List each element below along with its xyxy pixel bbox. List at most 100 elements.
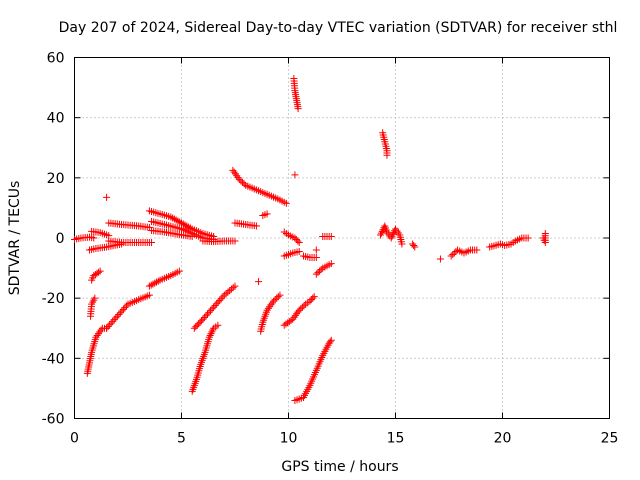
- data-point: [290, 313, 298, 321]
- data-point: [383, 151, 391, 159]
- data-point: [266, 303, 274, 311]
- data-point: [206, 331, 214, 339]
- data-point: [217, 295, 225, 303]
- data-point: [295, 239, 303, 247]
- data-point: [227, 285, 235, 293]
- data-point: [268, 299, 276, 307]
- data-point: [231, 282, 239, 290]
- data-point: [222, 290, 230, 298]
- data-point: [151, 279, 159, 287]
- x-tick-label: 5: [177, 431, 186, 447]
- data-point: [316, 267, 324, 275]
- data-point: [312, 254, 320, 262]
- data-point: [178, 219, 185, 227]
- data-point: [112, 314, 120, 322]
- data-point: [237, 177, 245, 185]
- data-point: [205, 333, 213, 341]
- y-tick-label: 40: [47, 111, 65, 127]
- x-tick-labels: 0 5 10 15 20 25: [70, 431, 618, 447]
- data-point: [234, 174, 242, 182]
- data-point: [264, 304, 272, 312]
- data-point: [213, 300, 221, 308]
- data-point: [524, 234, 532, 242]
- data-point: [314, 269, 322, 277]
- data-point: [199, 315, 207, 323]
- data-point: [207, 307, 215, 315]
- data-point: [97, 326, 105, 334]
- data-point: [377, 231, 385, 239]
- data-point: [398, 240, 406, 248]
- data-point: [295, 248, 303, 256]
- data-point: [410, 242, 418, 250]
- data-point: [411, 243, 419, 251]
- data-point: [205, 308, 213, 316]
- data-point: [274, 293, 282, 301]
- data-point: [389, 230, 397, 238]
- data-point: [115, 310, 123, 318]
- data-point: [181, 221, 189, 229]
- data-point: [271, 296, 279, 304]
- data-point: [292, 236, 300, 244]
- x-tick-label: 15: [387, 431, 405, 447]
- data-point: [388, 232, 396, 240]
- x-axis-label: GPS time / hours: [281, 459, 398, 475]
- x-tick-label: 20: [494, 431, 512, 447]
- data-point: [276, 291, 284, 299]
- data-point: [148, 239, 156, 247]
- data-point: [473, 246, 481, 254]
- chart-title: Day 207 of 2024, Sidereal Day-to-day VTE…: [59, 20, 618, 36]
- data-point: [327, 260, 335, 268]
- y-tick-label: -60: [42, 412, 65, 428]
- data-point: [306, 297, 314, 305]
- y-tick-label: 0: [56, 231, 65, 247]
- data-point: [169, 214, 177, 222]
- data-point: [387, 234, 395, 242]
- y-tick-label: -20: [42, 291, 65, 307]
- data-point: [175, 267, 183, 275]
- y-tick-label: 20: [47, 171, 65, 187]
- data-point: [107, 319, 115, 327]
- data-point: [145, 291, 153, 299]
- data-point: [106, 321, 114, 329]
- data-point: [214, 321, 222, 329]
- y-tick-label: 60: [47, 51, 65, 67]
- data-point: [226, 287, 234, 295]
- data-point: [263, 210, 271, 218]
- data-point: [122, 302, 130, 310]
- data-point: [270, 297, 278, 305]
- data-point: [378, 227, 386, 235]
- data-point: [312, 246, 320, 254]
- data-point: [95, 268, 103, 276]
- data-point: [307, 296, 315, 304]
- data-point: [93, 331, 101, 339]
- data-point: [172, 216, 180, 224]
- data-point: [294, 237, 302, 245]
- data-point: [92, 333, 100, 341]
- data-point: [291, 234, 299, 242]
- data-point: [231, 170, 239, 178]
- data-point: [235, 175, 243, 183]
- data-point: [255, 278, 263, 286]
- data-point: [287, 316, 295, 324]
- y-tick-labels: -60 -40 -20 0 20 40 60: [42, 51, 65, 428]
- data-point: [450, 249, 458, 257]
- data-point: [121, 304, 129, 312]
- data-point: [220, 291, 228, 299]
- data-point: [449, 251, 457, 259]
- data-point: [109, 317, 117, 325]
- data-point: [196, 318, 204, 326]
- data-point: [167, 213, 175, 221]
- data-point: [179, 220, 187, 228]
- data-point: [310, 293, 318, 301]
- data-point: [91, 294, 99, 302]
- data-point: [291, 312, 299, 320]
- data-point: [263, 306, 271, 314]
- data-point: [110, 316, 118, 324]
- data-point: [207, 330, 215, 338]
- data-point: [119, 305, 127, 313]
- data-point: [541, 229, 549, 237]
- data-point: [193, 321, 201, 329]
- data-point: [192, 323, 200, 331]
- data-point: [154, 277, 162, 285]
